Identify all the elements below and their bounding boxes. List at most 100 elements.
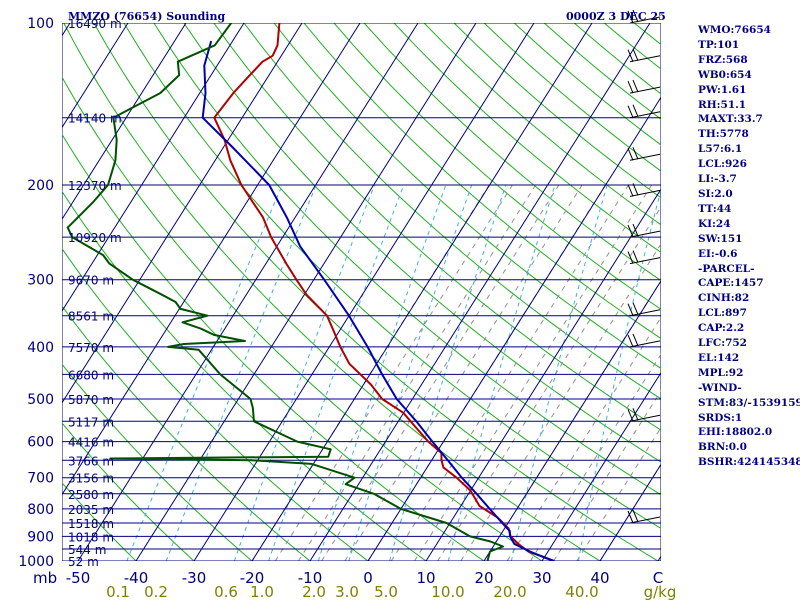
- mixing-ratio-tick-label: 0.1: [106, 583, 130, 600]
- mixing-ratio-line: [447, 184, 556, 561]
- index-row: WMO:76654: [698, 24, 771, 36]
- index-row: SW:151: [698, 232, 743, 245]
- index-row: KI:24: [698, 217, 731, 230]
- pressure-tick-label: 700: [27, 471, 54, 487]
- isotherm: [541, 371, 661, 561]
- temperature-tick-label: 30: [532, 569, 551, 587]
- isotherm: [62, 23, 245, 312]
- mixing-ratio-line: [165, 184, 317, 561]
- dry-adiabat: [62, 190, 427, 561]
- index-row: CINH:82: [698, 292, 750, 305]
- temperature-tick-label: 40: [590, 569, 609, 587]
- isotherm: [425, 188, 661, 561]
- index-row: STM:83/-1539159: [698, 396, 800, 409]
- height-label: 4416 m: [68, 436, 114, 450]
- isotherm: [77, 23, 419, 561]
- dry-adiabat: [62, 247, 369, 561]
- moist-adiabat: [460, 242, 661, 561]
- y-axis-label: mb: [33, 569, 57, 587]
- wind-barb: [627, 223, 661, 238]
- isotherm: [62, 23, 187, 221]
- isotherm: [251, 23, 593, 561]
- mixing-ratio-line: [510, 184, 608, 561]
- index-row: L57:6.1: [698, 143, 743, 156]
- index-row: BSHR:42414534819: [698, 456, 800, 469]
- height-label: 1018 m: [68, 530, 114, 544]
- index-row: TP:101: [698, 38, 740, 51]
- moist-adiabat: [297, 184, 537, 561]
- pressure-tick-label: 1000: [18, 554, 54, 570]
- wind-barb: [627, 250, 661, 265]
- isotherm: [483, 279, 661, 561]
- mixing-ratio-line: [389, 184, 507, 561]
- height-label: 1518 m: [68, 517, 114, 531]
- wind-barb: [627, 104, 661, 119]
- wind-barb: [627, 509, 661, 524]
- wind-barb: [627, 333, 661, 348]
- sounding-profiles: [66, 23, 555, 561]
- wind-barbs: [627, 9, 661, 524]
- index-row: LCL:897: [698, 307, 747, 320]
- height-label: 5870 m: [68, 393, 114, 407]
- mixing-ratio-tick-label: 3.0: [335, 583, 359, 600]
- isotherm: [367, 96, 661, 561]
- index-row: EI:-0.6: [698, 247, 738, 260]
- pressure-tick-label: 300: [27, 273, 54, 289]
- mixing-ratio-tick-label: 1.0: [250, 583, 274, 600]
- isotherm: [62, 23, 303, 404]
- height-label: 544 m: [68, 543, 106, 557]
- pressure-tick-label: 800: [27, 502, 54, 518]
- index-row: LCL:926: [698, 158, 747, 171]
- temperature-tick-label: -20: [240, 569, 265, 587]
- mixing-ratio-line: [233, 184, 376, 561]
- index-row: MPL:92: [698, 366, 744, 379]
- mixing-ratio-line: [317, 184, 447, 561]
- height-label: 7570 m: [68, 341, 114, 355]
- mixing-ratio-tick-label: 20.0: [493, 583, 526, 600]
- height-label: 3766 m: [68, 454, 114, 468]
- index-row: SRDS:1: [698, 411, 743, 424]
- chart-time: 0000Z 3 DEC 25: [566, 10, 666, 23]
- height-label: 52 m: [68, 555, 99, 569]
- index-row: TH:5778: [698, 128, 749, 141]
- wind-barb: [627, 302, 661, 317]
- pressure-tick-label: 600: [27, 435, 54, 451]
- sounding-line-2: [201, 40, 555, 561]
- pressure-tick-label: 500: [27, 392, 54, 408]
- index-row: CAP:2.2: [698, 322, 745, 335]
- temperature-tick-label: -10: [298, 569, 323, 587]
- temperature-tick-label: 10: [416, 569, 435, 587]
- index-row: FRZ:568: [698, 53, 748, 66]
- isotherm: [62, 23, 129, 129]
- index-row: -PARCEL-: [698, 262, 755, 275]
- height-label: 9670 m: [68, 274, 114, 288]
- index-row: RH:51.1: [698, 98, 747, 111]
- isotherm: [193, 23, 535, 561]
- isotherm: [62, 23, 361, 496]
- dry-adiabat: [123, 23, 661, 530]
- temperature-tick-label: C: [653, 569, 663, 587]
- sounding-indices-panel: WMO:76654 TP:101 FRZ:568 WB0:654 PW:1.61 RH:5…: [698, 23, 800, 470]
- index-row: EL:142: [698, 351, 740, 364]
- wind-barb: [627, 408, 661, 422]
- moist-adiabat: [390, 184, 629, 561]
- pressure-tick-label: 100: [27, 16, 54, 32]
- height-label: 16490 m: [68, 17, 122, 31]
- temperature-tick-label: -30: [182, 569, 207, 587]
- height-label: 14140 m: [68, 112, 122, 126]
- index-row: -WIND-: [698, 381, 742, 394]
- chart-title: MMZO (76654) Sounding: [68, 10, 225, 23]
- temperature-tick-label: 0: [363, 569, 373, 587]
- height-label: 10920 m: [68, 231, 122, 245]
- pressure-tick-label: 900: [27, 529, 54, 545]
- height-label: 2035 m: [68, 503, 114, 517]
- height-label: 8561 m: [68, 310, 114, 324]
- height-label: 6680 m: [68, 368, 114, 382]
- height-label: 3156 m: [68, 472, 114, 486]
- isotherm: [309, 23, 651, 561]
- temperature-tick-label: -40: [124, 569, 149, 587]
- index-row: LI:-3.7: [698, 173, 737, 186]
- sounding-line-3: [66, 23, 504, 561]
